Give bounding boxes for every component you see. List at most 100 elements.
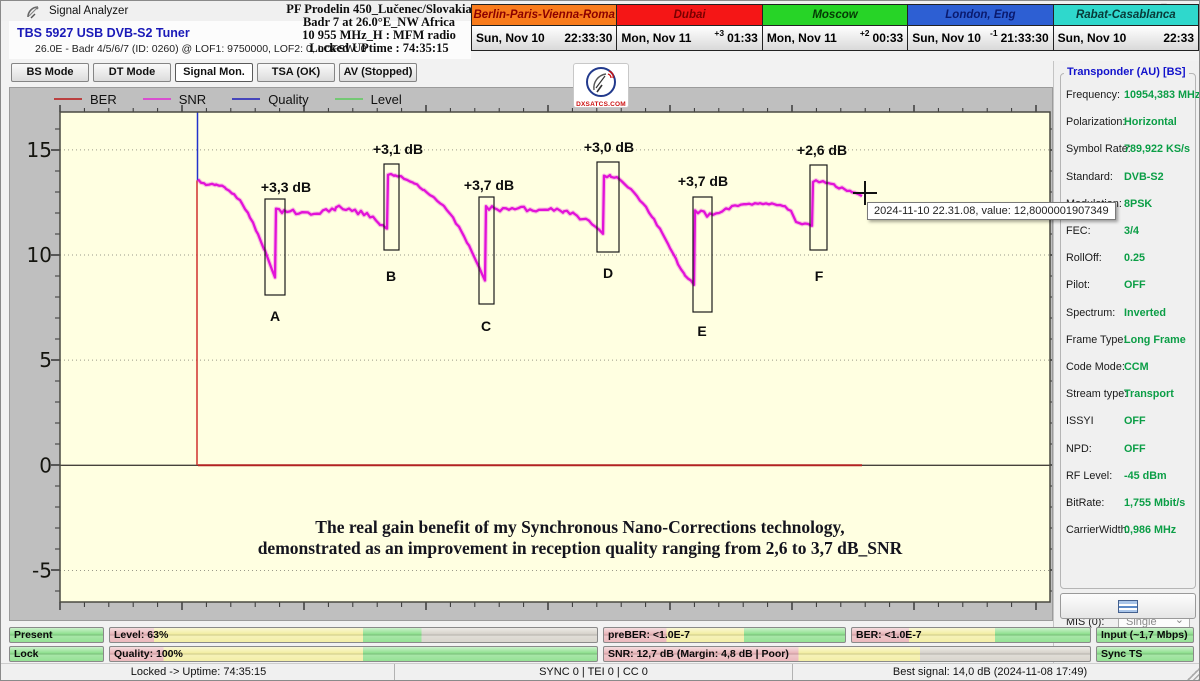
- clock-time: Mon, Nov 11 +3 01:33: [617, 26, 762, 50]
- legend-item-snr: SNR: [142, 92, 206, 107]
- transponder-row-bitrate-: BitRate: 1,755 Mbit/s: [1054, 497, 1199, 511]
- bar-present: Present: [9, 627, 104, 643]
- bar-label-present: Present: [14, 629, 53, 641]
- transponder-value: Transport: [1124, 388, 1174, 401]
- transponder-title: Transponder (AU) [BS]: [1064, 66, 1189, 78]
- transponder-value: 789,922 KS/s: [1124, 143, 1191, 156]
- event-box-F: [809, 164, 828, 251]
- event-letter-A: A: [270, 308, 280, 324]
- dxsatcs-logo-icon: [586, 67, 616, 97]
- legend-item-quality: Quality: [232, 91, 309, 107]
- event-letter-E: E: [697, 323, 706, 339]
- clock-time: Sun, Nov 10 -1 21:33:30: [908, 26, 1053, 50]
- transponder-value: 3/4: [1124, 225, 1140, 237]
- transponder-row-rf-level-: RF Level: -45 dBm: [1054, 469, 1199, 484]
- gain-label-A: +3,3 dB: [261, 179, 311, 195]
- clock-time: Mon, Nov 11 +2 00:33: [762, 26, 908, 50]
- chart-caption-line-2: demonstrated as an improvement in recept…: [258, 538, 903, 558]
- dxsatcs-logo: DXSATCS.COM: [573, 63, 629, 108]
- y-tick-label: 5: [39, 348, 52, 372]
- transponder-label: Spectrum:: [1066, 306, 1116, 319]
- snr-trace: [197, 172, 863, 286]
- tab-bs-mode[interactable]: BS Mode: [11, 63, 89, 82]
- transponder-row-symbol-rate-: Symbol Rate: 789,922 KS/s: [1054, 143, 1199, 157]
- plot-border: [59, 111, 1051, 603]
- app-dish-icon: [27, 6, 39, 19]
- transponder-label: NPD:: [1066, 442, 1092, 455]
- mis-label: MIS (0):: [1066, 616, 1105, 628]
- tab-tsa-ok-[interactable]: TSA (OK): [257, 63, 335, 82]
- status-uptime: Locked -> Uptime: 74:35:15: [3, 664, 395, 680]
- bar-preber: preBER: <1.0E-7: [603, 627, 846, 643]
- transponder-row-polarization-: Polarization: Horizontal: [1054, 116, 1199, 130]
- transponder-label: Symbol Rate:: [1066, 143, 1131, 156]
- legend-line-icon: [232, 98, 261, 100]
- transponder-value: 0,986 MHz: [1124, 524, 1177, 537]
- clock-city-label: Rabat-Casablanca: [1053, 5, 1199, 26]
- resize-grip[interactable]: [1187, 667, 1199, 680]
- chevron-down-icon: ⌄: [1174, 614, 1184, 626]
- gain-label-B: +3,1 dB: [373, 141, 423, 157]
- event-box-A: [264, 198, 286, 296]
- bar-label-input: Input (~1,7 Mbps): [1101, 629, 1188, 641]
- clock-city-label: Berlin-Paris-Vienna-Roma: [472, 5, 617, 26]
- transponder-value: 8PSK: [1124, 197, 1153, 210]
- transponder-row-standard-: Standard: DVB-S2: [1054, 170, 1199, 185]
- transponder-label: Standard:: [1066, 170, 1113, 183]
- legend-label: Quality: [268, 91, 309, 107]
- bar-label-level: Level: 63%: [114, 629, 169, 641]
- transponder-row-issyi: ISSYI OFF: [1054, 415, 1199, 429]
- transponder-label: CarrierWidth:: [1066, 524, 1130, 537]
- gain-label-E: +3,7 dB: [678, 173, 728, 189]
- spectrum-tool-button[interactable]: [1060, 593, 1196, 619]
- event-letter-C: C: [481, 318, 491, 334]
- legend-line-icon: [142, 98, 171, 100]
- tab-av-stopped-[interactable]: AV (Stopped): [339, 63, 417, 82]
- clock-city-label: Dubai: [617, 5, 762, 26]
- transponder-label: FEC:: [1066, 225, 1091, 237]
- transponder-row-code-mode-: Code Mode: CCM: [1054, 361, 1199, 375]
- y-tick-label: 15: [27, 138, 52, 162]
- clock-hms: 21:33:30: [1000, 31, 1049, 45]
- transponder-label: ISSYI: [1066, 415, 1094, 428]
- signal-chart[interactable]: 15 10 5 0 -5 +3,3 dB A +3,1 dB B +3,7 dB C +3,0 dB D…: [10, 88, 1052, 620]
- transponder-value: 10954,383 MHz: [1124, 89, 1200, 101]
- transponder-row-frame-type-: Frame Type: Long Frame: [1054, 334, 1199, 348]
- plot-area[interactable]: [60, 112, 1050, 602]
- transponder-value: -45 dBm: [1124, 469, 1167, 482]
- clock-hms: 00:33: [872, 31, 904, 45]
- bar-lock: Lock: [9, 646, 104, 662]
- clock-hms: 01:33: [727, 31, 758, 45]
- clock-hms: 22:33:30: [564, 31, 613, 45]
- chart-legend: BER SNR Quality Level: [54, 90, 402, 108]
- status-sync-counters: SYNC 0 | TEI 0 | CC 0: [395, 664, 793, 680]
- legend-label: Level: [370, 91, 402, 107]
- station-header: PF Prodelin 450_Lučenec/Slovakia Badr 7 …: [285, 3, 473, 55]
- transponder-row-frequency-: Frequency: 10954,383 MHz: [1054, 89, 1200, 103]
- transponder-value: Horizontal: [1124, 116, 1177, 129]
- transponder-label: Code Mode:: [1066, 361, 1125, 373]
- transponder-value: OFF: [1124, 442, 1146, 455]
- event-box-C: [478, 196, 495, 305]
- chart-caption-line-1: The real gain benefit of my Synchronous …: [315, 517, 844, 537]
- bar-ber: BER: <1.0E-7: [851, 627, 1091, 643]
- transponder-value: Inverted: [1124, 306, 1167, 319]
- transponder-row-stream-type-: Stream type: Transport: [1054, 388, 1199, 402]
- tab-signal-mon-[interactable]: Signal Mon.: [175, 63, 253, 82]
- legend-item-ber: BER: [54, 92, 117, 107]
- tuner-details: 26.0E - Badr 4/5/6/7 (ID: 0260) @ LOF1: …: [35, 43, 367, 55]
- clock-city-label: Moscow: [762, 5, 908, 26]
- mis-value: Single: [1126, 616, 1157, 628]
- tab-dt-mode[interactable]: DT Mode: [93, 63, 171, 82]
- legend-line-icon: [54, 98, 82, 100]
- transponder-row-pilot-: Pilot: OFF: [1054, 279, 1199, 293]
- transponder-value: OFF: [1124, 279, 1146, 292]
- gain-label-C: +3,7 dB: [464, 177, 514, 193]
- clock-city-label: London, Eng: [908, 5, 1053, 26]
- event-letter-D: D: [603, 265, 613, 281]
- gain-label-D: +3,0 dB: [584, 139, 634, 155]
- transponder-label: Stream type:: [1066, 388, 1128, 401]
- event-letter-F: F: [815, 268, 824, 284]
- transponder-label: Polarization:: [1066, 116, 1126, 129]
